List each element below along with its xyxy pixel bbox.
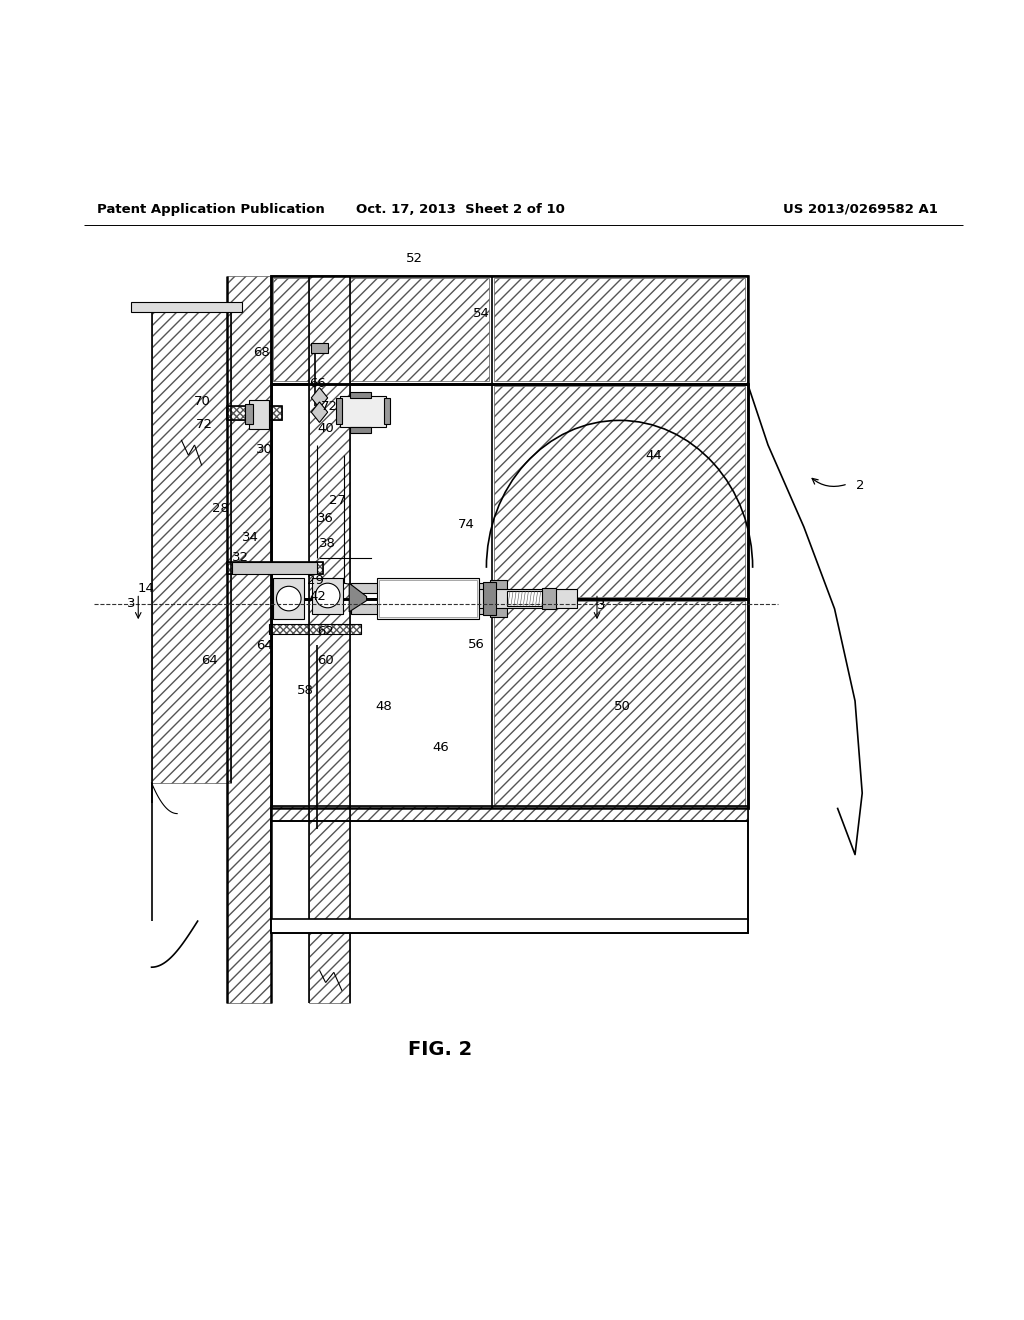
Bar [384, 397, 390, 425]
Bar [273, 279, 489, 381]
Text: Patent Application Publication: Patent Application Publication [97, 203, 325, 216]
Bar [131, 301, 242, 312]
Text: 40: 40 [317, 422, 334, 436]
Bar [273, 578, 304, 619]
Text: 54: 54 [473, 308, 489, 321]
Bar [336, 397, 342, 425]
Text: 28: 28 [212, 502, 228, 515]
Bar [494, 279, 745, 381]
Bar [542, 589, 556, 609]
Bar [350, 407, 371, 420]
Bar [377, 578, 479, 619]
Text: 2: 2 [856, 479, 864, 492]
Bar [494, 385, 745, 597]
Text: FIG. 2: FIG. 2 [409, 1040, 472, 1059]
Bar [269, 624, 361, 635]
Bar [271, 384, 748, 598]
Bar [351, 603, 490, 614]
Bar [312, 578, 343, 614]
Bar [271, 807, 748, 821]
Bar [227, 562, 323, 574]
Bar [350, 392, 371, 397]
Text: 52: 52 [407, 252, 423, 265]
Bar [479, 589, 577, 607]
Text: 64: 64 [202, 653, 218, 667]
Text: 64: 64 [256, 639, 272, 652]
Bar [490, 579, 507, 616]
Bar [340, 396, 386, 426]
Text: 58: 58 [297, 684, 313, 697]
Text: 29: 29 [307, 574, 324, 586]
Text: Oct. 17, 2013  Sheet 2 of 10: Oct. 17, 2013 Sheet 2 of 10 [356, 203, 565, 216]
Bar [227, 407, 282, 420]
Bar [351, 603, 490, 614]
Text: 38: 38 [319, 537, 336, 549]
Text: 14: 14 [138, 582, 155, 595]
Text: 72: 72 [322, 400, 338, 413]
Bar [227, 562, 323, 574]
Bar [483, 582, 496, 615]
Bar [271, 598, 748, 808]
Text: 36: 36 [317, 512, 334, 525]
Polygon shape [311, 403, 328, 422]
Bar [271, 807, 748, 821]
Text: 44: 44 [645, 449, 662, 462]
Bar [269, 624, 361, 635]
Circle shape [276, 586, 301, 611]
Bar [271, 821, 748, 933]
Polygon shape [311, 388, 328, 408]
Text: 42: 42 [309, 590, 326, 603]
Bar [350, 426, 371, 433]
Bar [507, 591, 543, 606]
Text: 70: 70 [195, 396, 211, 408]
Text: 48: 48 [376, 700, 392, 713]
Text: 3: 3 [597, 599, 605, 612]
Text: 60: 60 [317, 653, 334, 667]
Bar [311, 343, 328, 352]
Text: 32: 32 [232, 552, 249, 564]
Text: 62: 62 [317, 624, 334, 638]
Bar [309, 276, 350, 1003]
Text: 34: 34 [243, 531, 259, 544]
Bar [271, 919, 748, 933]
Bar [379, 579, 477, 616]
Bar [245, 404, 253, 425]
Text: 50: 50 [614, 700, 631, 713]
Bar [351, 583, 490, 594]
Text: 30: 30 [256, 442, 272, 455]
Text: US 2013/0269582 A1: US 2013/0269582 A1 [782, 203, 938, 216]
Text: 46: 46 [432, 741, 449, 754]
Bar [271, 276, 748, 384]
Bar [494, 601, 745, 807]
Text: 3: 3 [127, 597, 135, 610]
Bar [152, 312, 231, 783]
Text: 66: 66 [309, 378, 326, 389]
Bar [249, 400, 269, 429]
Text: 56: 56 [468, 638, 484, 651]
Text: 72: 72 [197, 418, 213, 430]
Text: 68: 68 [253, 346, 269, 359]
Bar [227, 407, 282, 420]
Bar [271, 598, 748, 808]
Bar [271, 276, 748, 384]
Bar [227, 276, 271, 1003]
Bar [271, 919, 748, 933]
Circle shape [315, 583, 340, 607]
Bar [271, 384, 748, 598]
Text: 74: 74 [458, 519, 474, 532]
Bar [232, 562, 317, 574]
Text: 27: 27 [330, 494, 346, 507]
Polygon shape [349, 583, 367, 612]
Bar [351, 583, 490, 594]
